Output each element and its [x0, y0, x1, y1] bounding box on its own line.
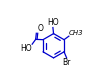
Text: HO: HO	[47, 18, 58, 27]
Text: HO: HO	[20, 44, 32, 53]
Text: Br: Br	[63, 58, 71, 67]
Text: CH3: CH3	[69, 30, 84, 36]
Text: O: O	[38, 24, 44, 33]
